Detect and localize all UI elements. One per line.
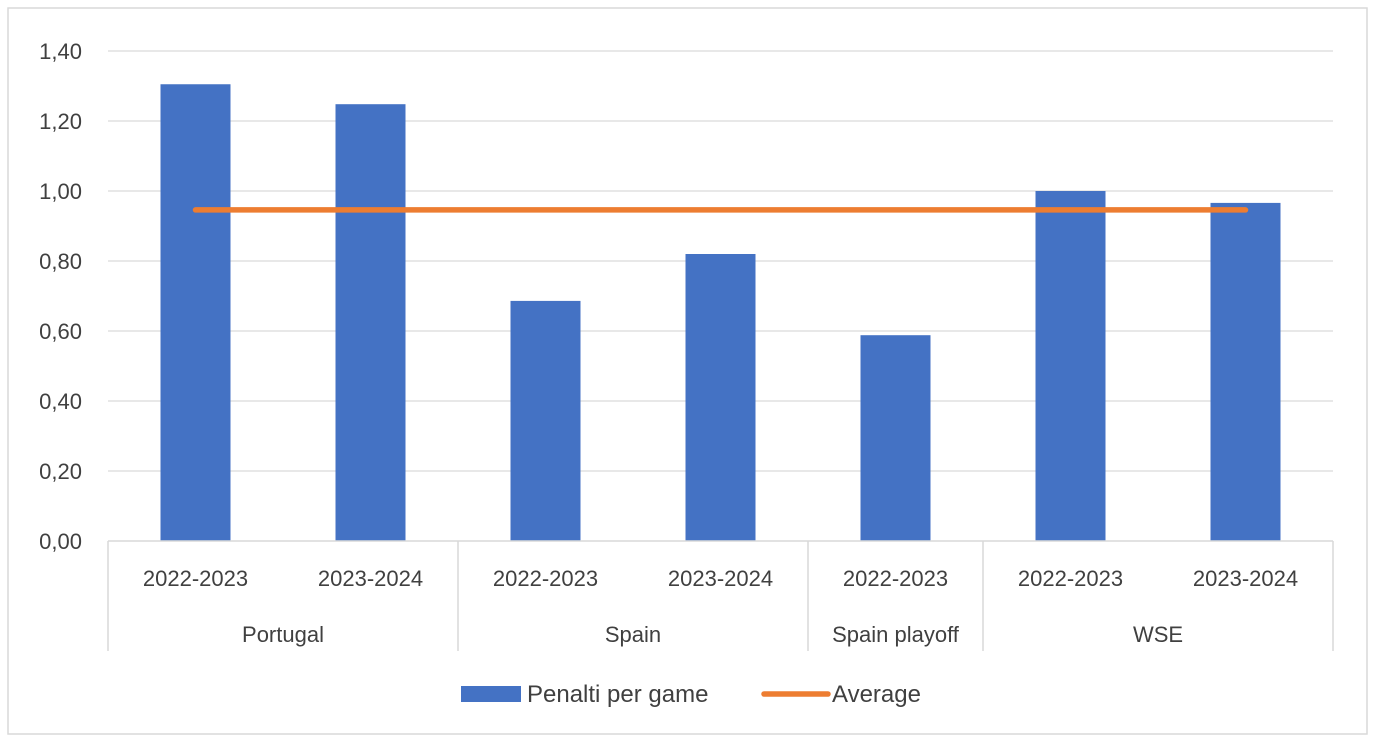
y-tick-label: 0,20 <box>39 459 82 484</box>
legend-bar-swatch <box>461 686 521 702</box>
group-label: Spain <box>605 622 661 647</box>
y-tick-label: 0,40 <box>39 389 82 414</box>
y-tick-label: 0,00 <box>39 529 82 554</box>
legend: Penalti per game Average <box>461 681 921 708</box>
x-tick-label: 2022-2023 <box>1018 566 1123 591</box>
x-tick-label: 2023-2024 <box>318 566 423 591</box>
bar-series <box>160 84 1281 541</box>
legend-label-line: Average <box>832 681 921 708</box>
x-tick-label: 2022-2023 <box>493 566 598 591</box>
x-tick-label: 2023-2024 <box>668 566 773 591</box>
bar <box>160 84 231 541</box>
x-axis: 2022-2023 2023-2024 2022-2023 2023-2024 2022… <box>107 540 1334 651</box>
bar <box>685 254 756 541</box>
x-tick-label: 2022-2023 <box>843 566 948 591</box>
y-axis-ticks: 0,00 0,20 0,40 0,60 0,80 1,00 1,20 1,40 <box>39 39 82 554</box>
bar <box>510 300 581 541</box>
gridlines <box>108 50 1333 472</box>
group-label: Portugal <box>242 622 324 647</box>
x-tick-label: 2023-2024 <box>1193 566 1298 591</box>
group-label: Spain playoff <box>832 622 960 647</box>
y-tick-label: 0,60 <box>39 319 82 344</box>
bar <box>335 104 406 541</box>
bar <box>860 335 931 541</box>
legend-label-bars: Penalti per game <box>527 681 708 708</box>
y-tick-label: 1,40 <box>39 39 82 64</box>
y-tick-label: 1,20 <box>39 109 82 134</box>
x-tick-label: 2022-2023 <box>143 566 248 591</box>
group-label: WSE <box>1133 622 1183 647</box>
bar <box>1035 191 1106 541</box>
y-tick-label: 0,80 <box>39 249 82 274</box>
y-tick-label: 1,00 <box>39 179 82 204</box>
bar <box>1210 202 1281 541</box>
